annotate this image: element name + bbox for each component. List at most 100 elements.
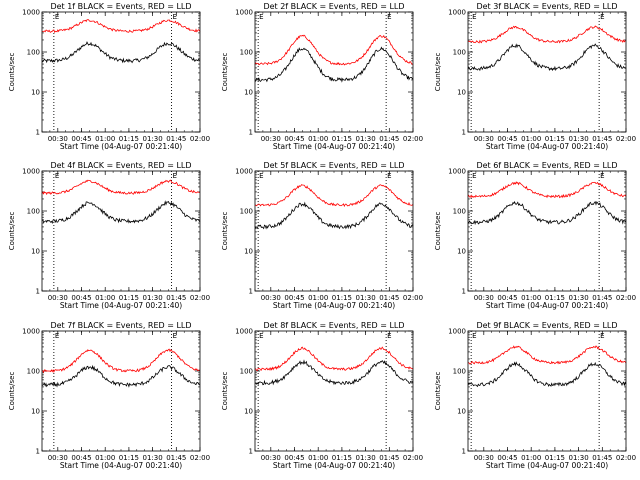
event-marker-label: E: [259, 172, 263, 180]
x-tick-label: 02:00: [190, 294, 210, 302]
y-tick-label: 1: [462, 288, 466, 296]
series-events: [467, 200, 627, 226]
x-tick-label: 01:15: [119, 454, 139, 462]
series-events: [467, 43, 627, 72]
panel-8: Det 8f BLACK = Events, RED = LLD 1 10 100 10…: [221, 321, 423, 470]
y-tick-label: 10: [31, 89, 40, 97]
y-axis-label: Counts/sec: [221, 212, 229, 251]
x-tick-label: 01:00: [521, 135, 541, 143]
x-axis-label: Start Time (04-Aug-07 00:21:40): [60, 461, 182, 470]
x-tick-label: 01:45: [592, 294, 612, 302]
x-tick-label: 01:00: [95, 454, 115, 462]
event-marker-label: E: [600, 13, 604, 21]
x-axis-label: Start Time (04-Aug-07 00:21:40): [273, 142, 395, 151]
event-marker-label: E: [600, 332, 604, 340]
x-tick-label: 02:00: [616, 294, 636, 302]
series-lld: [41, 19, 201, 33]
plot-frame: [467, 330, 627, 452]
x-tick-label: 02:00: [403, 135, 423, 143]
y-tick-label: 100: [453, 208, 466, 216]
event-marker-label: E: [387, 172, 391, 180]
x-tick-label: 01:15: [119, 294, 139, 302]
event-marker-label: E: [173, 172, 177, 180]
panel-3: Det 3f BLACK = Events, RED = LLD 1 10 100 10…: [434, 2, 636, 151]
y-tick-label: 1000: [235, 328, 253, 336]
x-tick-label: 01:15: [545, 454, 565, 462]
panel-title: Det 7f BLACK = Events, RED = LLD: [50, 321, 191, 330]
x-tick-label: 01:45: [166, 454, 186, 462]
event-marker-label: E: [600, 172, 604, 180]
event-marker-label: E: [387, 13, 391, 21]
series-events: [467, 361, 627, 388]
panel-title: Det 6f BLACK = Events, RED = LLD: [476, 161, 617, 170]
x-tick-label: 01:15: [332, 454, 352, 462]
x-tick-label: 00:45: [71, 135, 91, 143]
x-tick-label: 01:15: [332, 135, 352, 143]
series-lld: [41, 348, 201, 374]
y-tick-label: 10: [244, 89, 253, 97]
x-tick-label: 01:45: [379, 294, 399, 302]
y-tick-label: 100: [240, 49, 253, 57]
panel-title: Det 9f BLACK = Events, RED = LLD: [476, 321, 617, 330]
x-tick-label: 00:30: [261, 135, 281, 143]
x-tick-label: 01:45: [166, 294, 186, 302]
event-marker-label: E: [472, 172, 476, 180]
x-tick-label: 01:30: [569, 454, 589, 462]
x-tick-label: 00:30: [48, 294, 68, 302]
x-tick-label: 00:30: [261, 454, 281, 462]
x-axis-label: Start Time (04-Aug-07 00:21:40): [60, 142, 182, 151]
x-tick-label: 01:00: [95, 135, 115, 143]
y-tick-label: 1000: [448, 168, 466, 176]
y-tick-label: 1000: [448, 9, 466, 17]
series-events: [41, 200, 201, 224]
x-tick-label: 01:30: [356, 135, 376, 143]
series-lld: [41, 179, 200, 196]
y-axis-label: Counts/sec: [8, 53, 16, 92]
x-tick-label: 02:00: [616, 135, 636, 143]
x-tick-label: 01:30: [143, 135, 163, 143]
x-tick-label: 00:45: [497, 135, 517, 143]
plot-frame: [254, 11, 414, 133]
y-tick-label: 10: [244, 408, 253, 416]
x-tick-label: 00:30: [48, 135, 68, 143]
panel-6: Det 6f BLACK = Events, RED = LLD 1 10 100 10…: [434, 161, 636, 310]
x-tick-label: 00:30: [48, 454, 68, 462]
y-tick-label: 100: [453, 368, 466, 376]
x-tick-label: 00:30: [474, 454, 494, 462]
y-tick-label: 100: [27, 208, 40, 216]
panel-title: Det 5f BLACK = Events, RED = LLD: [263, 161, 404, 170]
y-tick-label: 10: [31, 408, 40, 416]
y-tick-label: 1: [36, 288, 40, 296]
panel-1: Det 1f BLACK = Events, RED = LLD 1 10 100 10…: [8, 2, 210, 151]
event-marker-label: E: [472, 13, 476, 21]
x-tick-label: 00:45: [71, 294, 91, 302]
x-tick-label: 01:00: [521, 454, 541, 462]
event-marker-label: E: [55, 332, 59, 340]
event-marker-label: E: [472, 332, 476, 340]
y-tick-label: 1000: [448, 328, 466, 336]
event-marker-label: E: [173, 13, 177, 21]
x-tick-label: 00:45: [497, 454, 517, 462]
x-tick-label: 00:30: [474, 135, 494, 143]
x-tick-label: 02:00: [190, 454, 210, 462]
y-axis-label: Counts/sec: [434, 372, 442, 411]
x-tick-label: 01:30: [569, 135, 589, 143]
event-marker-label: E: [173, 332, 177, 340]
x-tick-label: 01:45: [166, 135, 186, 143]
event-marker-label: E: [259, 332, 263, 340]
y-tick-label: 10: [457, 248, 466, 256]
series-lld: [467, 25, 627, 44]
panel-5: Det 5f BLACK = Events, RED = LLD 1 10 100 10…: [221, 161, 423, 310]
plot-frame: [467, 170, 627, 292]
x-tick-label: 01:30: [143, 454, 163, 462]
x-tick-label: 00:30: [474, 294, 494, 302]
series-lld: [254, 184, 414, 208]
y-axis-label: Counts/sec: [221, 372, 229, 411]
panel-title: Det 3f BLACK = Events, RED = LLD: [476, 2, 617, 11]
x-tick-label: 01:15: [119, 135, 139, 143]
plot-frame: [254, 330, 414, 452]
panel-9: Det 9f BLACK = Events, RED = LLD 1 10 100 10…: [434, 321, 636, 470]
x-axis-label: Start Time (04-Aug-07 00:21:40): [486, 461, 608, 470]
x-tick-label: 01:30: [356, 294, 376, 302]
